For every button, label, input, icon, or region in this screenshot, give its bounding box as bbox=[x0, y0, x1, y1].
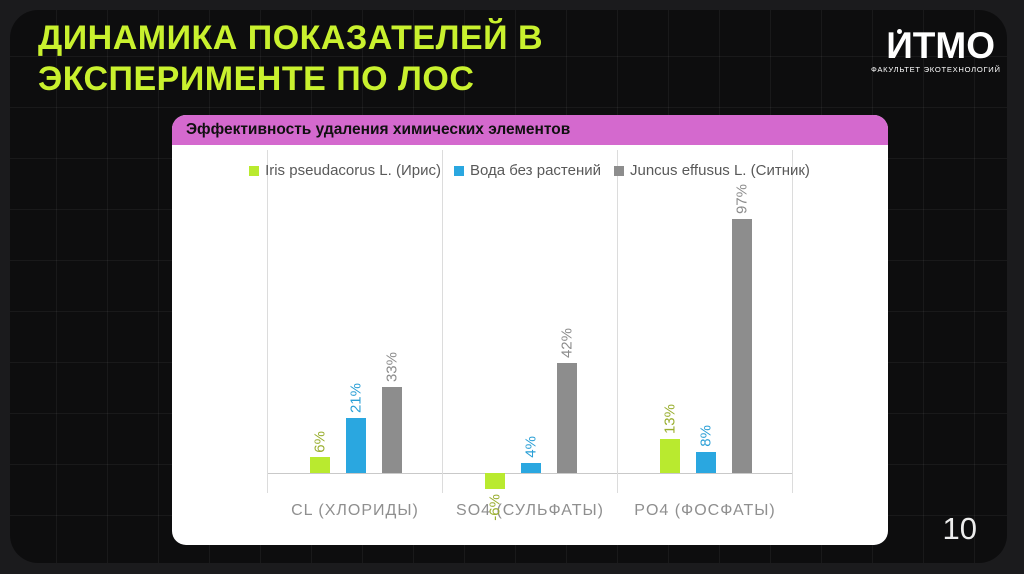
page-title: ДИНАМИКА ПОКАЗАТЕЛЕЙ В ЭКСПЕРИМЕНТЕ ПО Л… bbox=[38, 18, 543, 100]
category-group: CL (ХЛОРИДЫ) 6% 21% 33% bbox=[267, 150, 442, 519]
bar-value-label: 4% bbox=[522, 435, 539, 458]
category-label: SO4 (СУЛЬФАТЫ) bbox=[456, 502, 604, 519]
bar: 21% bbox=[345, 383, 366, 473]
bar: -6% bbox=[484, 473, 505, 520]
title-line-2: ЭКСПЕРИМЕНТЕ ПО ЛОС bbox=[38, 60, 475, 98]
chart-title: Эффективность удаления химических элемен… bbox=[186, 121, 571, 138]
legend-label: Вода без растений bbox=[469, 162, 601, 179]
legend-label: Iris pseudacorus L. (Ирис) bbox=[265, 162, 441, 179]
legend-label: Juncus effusus L. (Ситник) bbox=[630, 162, 810, 179]
bar-chart-plot: Iris pseudacorus L. (Ирис) Вода без расте… bbox=[249, 150, 810, 520]
bar: 6% bbox=[309, 431, 330, 473]
legend-item: Juncus effusus L. (Ситник) bbox=[614, 162, 810, 179]
bar: 8% bbox=[695, 425, 716, 473]
page-number: 10 bbox=[942, 511, 977, 546]
chart-card: Эффективность удаления химических элемен… bbox=[172, 115, 888, 545]
title-line-1: ДИНАМИКА ПОКАЗАТЕЛЕЙ В bbox=[38, 19, 544, 57]
itmo-logo: ИТМО ФАКУЛЬТЕТ ЭКОТЕХНОЛОГИЙ bbox=[871, 25, 1001, 74]
category-label: CL (ХЛОРИДЫ) bbox=[291, 502, 419, 519]
logo-subtitle: ФАКУЛЬТЕТ ЭКОТЕХНОЛОГИЙ bbox=[871, 65, 1001, 74]
bar-value-label: 97% bbox=[733, 183, 750, 214]
bar-value-label: 8% bbox=[697, 425, 714, 448]
logo-wordmark: ИТМО bbox=[886, 25, 995, 66]
bar: 42% bbox=[556, 328, 577, 473]
bar: 97% bbox=[731, 184, 752, 473]
legend-swatch-icon bbox=[249, 165, 260, 176]
chart-card-header: Эффективность удаления химических элемен… bbox=[172, 115, 888, 145]
bar-value-label: -6% bbox=[486, 493, 503, 521]
logo-dot-icon bbox=[897, 29, 902, 34]
bar-value-label: 6% bbox=[311, 430, 328, 453]
plot-gridline bbox=[792, 150, 793, 493]
category-group: SO4 (СУЛЬФАТЫ) -6% 4% 42% bbox=[442, 150, 617, 520]
x-axis-line bbox=[267, 473, 792, 474]
bar-value-label: 13% bbox=[661, 403, 678, 434]
legend-swatch-icon bbox=[614, 165, 624, 176]
bar: 33% bbox=[381, 352, 402, 473]
legend-item: Вода без растений bbox=[453, 162, 601, 179]
bar-value-label: 42% bbox=[558, 327, 575, 358]
chart-legend: Iris pseudacorus L. (Ирис) Вода без расте… bbox=[249, 162, 810, 179]
category-label: PO4 (ФОСФАТЫ) bbox=[634, 502, 776, 519]
bar: 4% bbox=[520, 436, 541, 473]
slide-background: ДИНАМИКА ПОКАЗАТЕЛЕЙ В ЭКСПЕРИМЕНТЕ ПО Л… bbox=[10, 10, 1007, 563]
bar-value-label: 21% bbox=[347, 382, 364, 413]
legend-swatch-icon bbox=[453, 165, 464, 176]
bar: 13% bbox=[659, 404, 680, 473]
legend-item: Iris pseudacorus L. (Ирис) bbox=[249, 162, 441, 179]
bar-value-label: 33% bbox=[383, 351, 400, 382]
category-group: PO4 (ФОСФАТЫ) 13% 8% 97% bbox=[617, 150, 792, 519]
